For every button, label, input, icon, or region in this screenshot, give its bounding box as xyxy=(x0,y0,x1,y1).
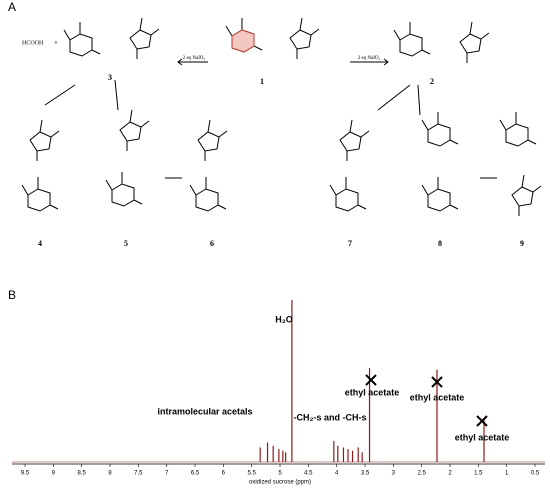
x-tick-label: 4.5 xyxy=(304,471,313,477)
x-tick-label: 5 xyxy=(278,471,282,477)
x-tick-label: 9.5 xyxy=(21,471,30,477)
cross-mark xyxy=(476,415,488,427)
x-tick-label: 3.5 xyxy=(361,471,370,477)
annotation: H₂O xyxy=(275,314,293,324)
x-tick-label: 7 xyxy=(165,471,169,477)
x-axis-label: oxidized sucrose (ppm) xyxy=(249,480,311,486)
panel-label: B xyxy=(8,288,16,302)
compound-number: 8 xyxy=(438,239,442,248)
annotation: -CH₂-s and -CH-s xyxy=(294,412,367,422)
cross-mark xyxy=(431,376,443,388)
structures xyxy=(21,17,542,217)
x-tick-label: 8 xyxy=(108,471,112,477)
reagent: 2 eq NaIO₄ xyxy=(183,56,206,61)
compound-number: 5 xyxy=(124,239,128,248)
x-tick-label: 3 xyxy=(392,471,396,477)
x-tick-label: 1.5 xyxy=(474,471,483,477)
x-tick-label: 6.5 xyxy=(191,471,200,477)
compound-number: 3 xyxy=(108,73,112,82)
panel-label: A xyxy=(8,0,16,14)
annotation: ethyl acetate xyxy=(345,387,400,397)
x-tick-label: 6 xyxy=(222,471,226,477)
x-tick-label: 2.5 xyxy=(417,471,426,477)
annotation: ethyl acetate xyxy=(455,432,510,442)
cross-mark xyxy=(365,374,377,386)
x-tick-label: 7.5 xyxy=(134,471,143,477)
compound-number: 9 xyxy=(520,239,524,248)
x-tick-label: 2 xyxy=(448,471,452,477)
x-tick-label: 1 xyxy=(505,471,509,477)
compound-number: 7 xyxy=(348,239,352,248)
byproduct: HCOOH xyxy=(22,40,44,46)
x-tick-label: 4 xyxy=(335,471,339,477)
plus: + xyxy=(54,39,58,47)
annotation: intramolecular acetals xyxy=(157,406,252,416)
x-tick-label: 8.5 xyxy=(77,471,86,477)
x-tick-label: 5.5 xyxy=(247,471,256,477)
reagent: 2 eq NaIO₄ xyxy=(358,56,381,61)
x-tick-label: 0.5 xyxy=(531,471,540,477)
compound-number: 2 xyxy=(430,77,434,86)
compound-number: 4 xyxy=(38,239,42,248)
x-tick-label: 9 xyxy=(52,471,56,477)
compound-number: 6 xyxy=(210,239,214,248)
annotation: ethyl acetate xyxy=(410,392,465,402)
compound-number: 1 xyxy=(260,77,264,86)
